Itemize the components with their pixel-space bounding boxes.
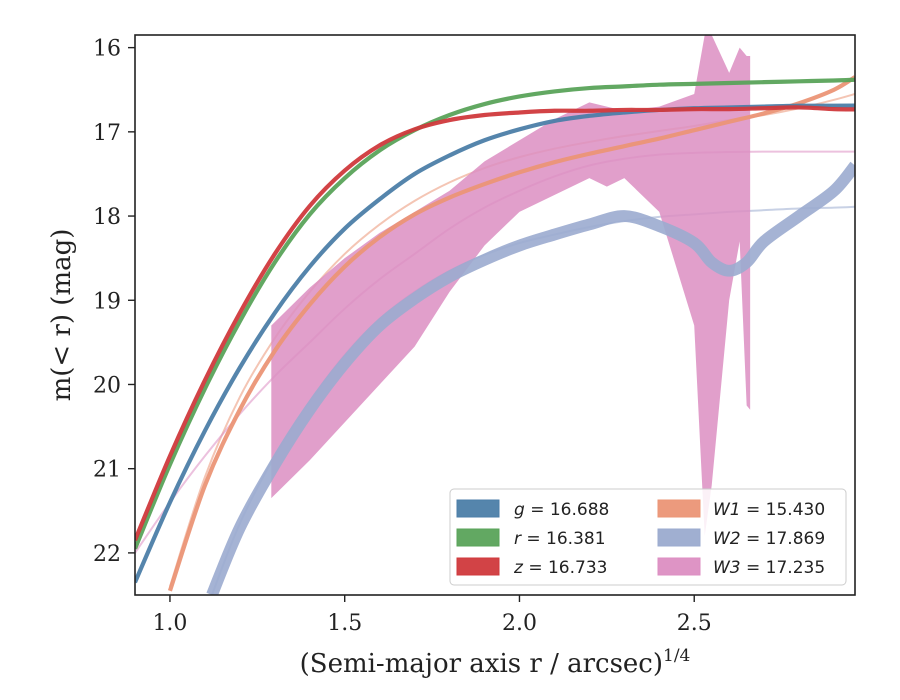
legend-swatch-r [456,528,500,547]
x-tick-label: 2.0 [502,611,537,636]
x-axis-label-text: (Semi-major axis r / arcsec) [300,649,663,679]
legend-label-W2: W2 = 17.869 [713,529,825,549]
legend-label-r: r = 16.381 [514,529,606,549]
y-tick-label: 21 [93,458,121,483]
series-line-z [135,105,855,542]
legend-series-name: r [514,529,522,549]
legend-series-value: = 17.235 [741,558,826,578]
y-tick-label: 16 [93,37,121,62]
x-tick-label: 2.5 [677,611,712,636]
x-axis: 1.0 1.5 2.0 2.5 [152,595,712,636]
plot-frame [134,34,856,596]
x-axis-label-exponent: 1/4 [663,646,690,666]
legend-label-W1: W1 = 15.430 [713,500,825,520]
y-tick-label: 20 [93,373,121,398]
legend-label-W3: W3 = 17.235 [713,558,825,578]
legend-series-name: W3 [713,558,741,578]
legend-label-z: z = 16.733 [513,558,607,578]
series-layer [135,35,855,595]
series-band-W3 [271,35,751,537]
legend-label-g: g = 16.688 [514,500,609,520]
legend-series-value: = 16.688 [525,500,610,520]
series-line-W2 [206,161,855,595]
legend-series-value: = 17.869 [741,529,826,549]
y-tick-label: 19 [93,289,121,314]
legend-swatch-g [456,499,500,518]
legend-swatch-W3 [657,557,701,576]
legend-series-name: W1 [713,500,741,520]
y-axis-label: m(< r) (mag) [47,229,77,402]
x-tick-label: 1.0 [152,611,187,636]
legend-swatch-W2 [657,528,701,547]
y-axis: 16 17 18 19 20 21 22 [93,37,135,567]
series-line-W1 [167,75,855,592]
y-tick-label: 17 [93,121,121,146]
legend-swatch-W1 [657,499,701,518]
legend-series-value: = 15.430 [741,500,826,520]
series-line-r [135,77,855,550]
legend-series-name: g [514,500,525,520]
legend-series-value: = 16.733 [523,558,608,578]
y-tick-label: 22 [93,542,121,567]
legend-series-name: W2 [713,529,741,549]
x-tick-label: 1.5 [327,611,362,636]
legend-box [449,488,847,586]
legend-series-name: z [513,558,524,578]
y-tick-label: 18 [93,205,121,230]
legend-series-value: = 16.381 [521,529,606,549]
x-axis-label: (Semi-major axis r / arcsec)1/4 [300,646,691,679]
legend-swatch-z [456,557,500,576]
